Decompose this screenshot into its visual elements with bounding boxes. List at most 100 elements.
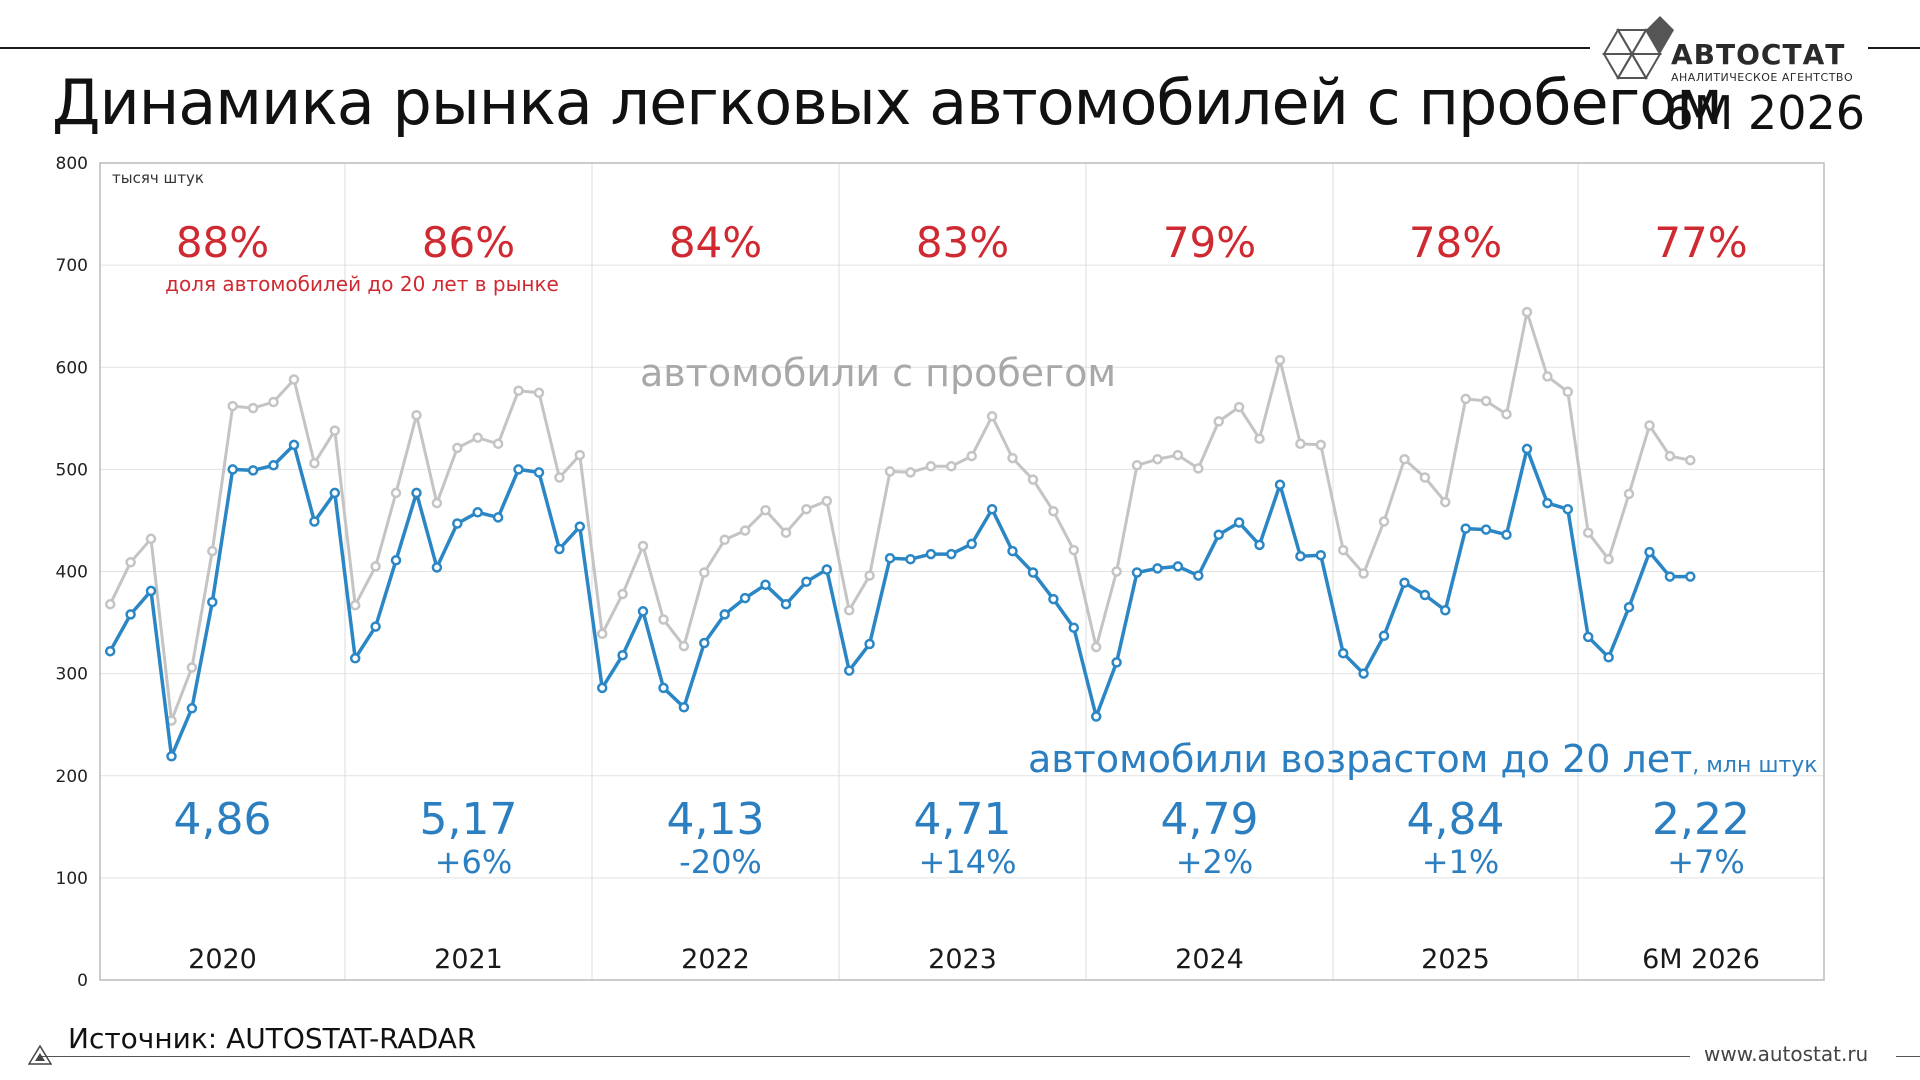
blue-series-point: [739, 592, 751, 604]
gray-series-point: [145, 533, 157, 545]
blue-series-point: [513, 464, 524, 475]
gray-series-point: [1562, 386, 1574, 398]
gray-series-point: [554, 472, 565, 483]
blue-series-point: [1254, 539, 1265, 551]
blue-series-point: [966, 538, 977, 550]
gray-series-point: [1603, 553, 1614, 565]
x-group-label: 2023: [928, 944, 997, 975]
gray-series-point: [884, 466, 896, 477]
gray-series-point: [329, 425, 341, 436]
blue-series-point: [699, 637, 710, 649]
blue-series-point: [1048, 593, 1059, 605]
blue-series-point: [574, 521, 586, 532]
gray-series-point: [247, 402, 259, 414]
y-tick-label: 600: [56, 358, 88, 378]
gray-series-point: [678, 640, 690, 652]
blue-series-point: [843, 665, 855, 676]
gray-series-point: [125, 557, 136, 568]
blue-series-point: [1460, 523, 1471, 534]
blue-series-point: [905, 553, 916, 565]
gray-series-point: [1685, 454, 1696, 466]
blue-series-point: [390, 555, 402, 566]
change-value: -20%: [679, 843, 762, 881]
gray-series-point: [349, 599, 361, 611]
gray-series-point: [617, 588, 628, 600]
gray-series-point: [472, 432, 483, 443]
blue-series-point: [1358, 668, 1369, 679]
blue-series-point: [329, 487, 341, 499]
autostat-small-logo-icon: [28, 1045, 52, 1065]
gray-series-point: [1315, 439, 1327, 451]
header-rule-right: [1868, 47, 1920, 49]
gray-series-point: [370, 561, 381, 572]
gray-series-point: [1193, 463, 1204, 474]
gray-series-point: [1213, 416, 1224, 427]
change-value: +1%: [1422, 843, 1500, 881]
blue-series-point: [1378, 630, 1390, 642]
unit-label: тысяч штук: [112, 169, 204, 187]
y-tick-label: 0: [77, 971, 88, 991]
blue-series-point: [617, 649, 628, 661]
gray-series-point: [1521, 306, 1533, 318]
change-value: +2%: [1176, 843, 1254, 881]
blue-series-point: [1068, 622, 1080, 633]
blue-series-point: [1685, 571, 1696, 582]
blue-series-point: [1213, 529, 1224, 540]
blue-series-point: [1480, 524, 1492, 535]
blue-series-point: [821, 564, 833, 575]
gray-series-point: [699, 567, 710, 578]
logo-name: АВТОСТАТ: [1671, 38, 1846, 71]
change-value: +6%: [435, 843, 513, 881]
blue-series-point: [186, 703, 198, 714]
gray-series-point: [986, 411, 998, 422]
gray-series-point: [1068, 544, 1080, 556]
gray-series-point: [864, 570, 875, 581]
blue-series-point: [431, 562, 443, 573]
blue-series-point: [678, 702, 690, 713]
blue-series-point: [554, 543, 565, 555]
share-value: 77%: [1654, 218, 1747, 267]
blue-series-point: [349, 653, 361, 664]
gray-series-point: [1007, 452, 1018, 464]
blue-series-point: [1274, 479, 1286, 490]
blue-series-point: [1399, 577, 1410, 588]
gray-series-point: [1090, 641, 1102, 653]
gray-series-point: [780, 527, 792, 538]
blue-series-point: [658, 682, 669, 694]
gray-series-point: [390, 487, 402, 499]
gray-series-point: [1172, 449, 1184, 461]
gray-series-point: [492, 438, 504, 450]
gray-series-point: [1378, 516, 1390, 527]
blue-series-point: [309, 516, 320, 527]
gray-series-label: автомобили с пробегом: [640, 351, 1116, 395]
blue-series-point: [472, 507, 483, 518]
gray-series-point: [801, 503, 812, 515]
blue-series-label: автомобили возрастом до 20 лет, млн штук: [1028, 737, 1818, 781]
total-value: 4,13: [667, 794, 765, 845]
gray-series-point: [966, 450, 977, 462]
logo-subtitle: АНАЛИТИЧЕСКОЕ АГЕНТСТВО: [1671, 71, 1854, 84]
gray-series-point: [309, 457, 320, 469]
plot-frame: [99, 162, 1825, 981]
total-value: 4,71: [914, 794, 1012, 845]
blue-series-point: [1582, 631, 1594, 643]
gray-series-point: [1460, 393, 1471, 405]
blue-series-point: [1090, 711, 1102, 722]
blue-series-point: [1193, 570, 1204, 581]
blue-series-point: [1111, 657, 1122, 668]
blue-series-point: [492, 512, 504, 523]
gray-series-point: [1623, 488, 1635, 500]
blue-series-point: [1315, 549, 1327, 561]
blue-series-point: [637, 606, 649, 617]
x-group-label: 6М 2026: [1642, 944, 1760, 975]
blue-series-point: [166, 751, 177, 762]
source-note: Источник: AUTOSTAT-RADAR: [68, 1022, 477, 1055]
total-value: 5,17: [420, 794, 518, 845]
gray-series-point: [739, 525, 751, 536]
site-url: www.autostat.ru: [1704, 1042, 1869, 1066]
blue-series-point: [925, 548, 937, 560]
blue-series-point: [760, 579, 771, 591]
blue-series-point: [1562, 503, 1574, 515]
gray-series-point: [760, 504, 771, 516]
